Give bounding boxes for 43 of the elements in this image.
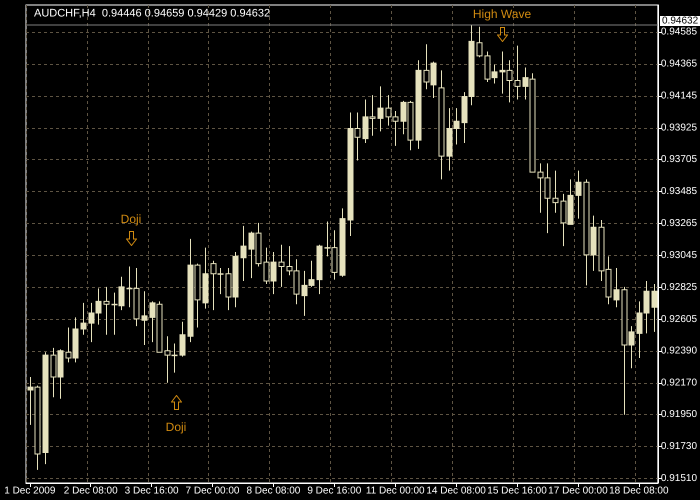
y-tick-label: 0.91510 [660,473,698,484]
candlestick [476,26,482,58]
x-tick-label: 8 Dec 08:00 [246,486,301,496]
candlestick [80,302,86,336]
y-tick-label: 0.93705 [660,154,698,166]
candlestick [142,290,148,346]
y-tick-label: 0.94585 [660,26,698,38]
y-tick-label: 0.92605 [660,314,698,326]
y-tick-label: 0.92825 [660,282,698,294]
candlestick [104,286,110,336]
candlestick [514,45,520,100]
y-tick-label: 0.93485 [660,186,698,198]
candlestick [180,321,186,358]
y-tick-label: 0.91950 [660,409,698,420]
y-tick-label: 0.93265 [660,218,698,230]
x-tick-label: 14 Dec 08:00 [426,486,486,496]
y-tick-label: 0.92170 [660,377,698,388]
annotation: High Wave [472,7,532,21]
x-tick-label: 2 Dec 08:00 [64,486,118,496]
annotation: Doji [120,212,142,226]
y-tick-label: 0.94365 [660,58,698,70]
x-tick-label: 18 Dec 08:00 [609,486,669,496]
candlestick [552,170,558,214]
x-tick-label: 7 Dec 00:00 [186,486,240,496]
x-tick-label: 11 Dec 00:00 [366,486,426,496]
y-tick-label: 0.92390 [660,345,698,356]
candlestick [278,244,284,288]
y-tick-label: 0.93925 [660,122,698,134]
candlestick [614,267,620,308]
x-tick-label: 15 Dec 16:00 [487,486,548,496]
y-tick-label: 0.91730 [660,441,698,452]
ref-line-label: 0.94632 [662,16,699,27]
y-tick-label: 0.93045 [660,250,698,262]
candlestick [378,86,384,132]
y-tick-label: 0.94145 [660,90,698,102]
x-tick-label: 1 Dec 2009 [4,486,56,496]
x-tick-label: 17 Dec 00:00 [548,486,608,496]
annotation: Doji [166,420,186,434]
x-tick-label: 3 Dec 16:00 [124,486,180,496]
candlestick [240,225,246,282]
chart-title: AUDCHF,H4 0.94446 0.94659 0.94429 0.94632 [34,8,270,20]
candlestick [576,170,582,220]
x-tick-label: 9 Dec 16:00 [307,486,362,496]
